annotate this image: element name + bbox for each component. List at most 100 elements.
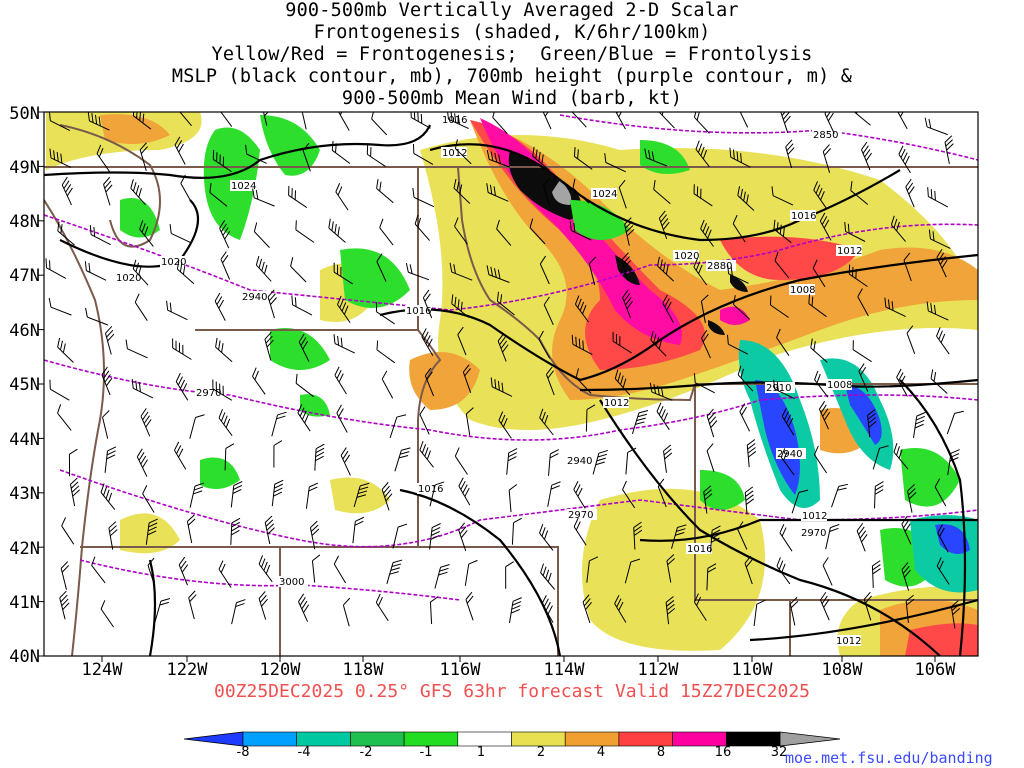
wind-barb [245, 144, 267, 164]
wind-barb [771, 186, 794, 206]
wind-barb [905, 178, 915, 208]
height-label: 2940 [777, 449, 802, 460]
wind-barb [214, 292, 226, 321]
wind-barb [91, 556, 106, 584]
wind-barb [850, 181, 869, 205]
mslp-label: 1024 [592, 189, 617, 200]
wind-barb [366, 144, 386, 168]
credit-link[interactable]: moe.met.fsu.edu/banding [785, 749, 993, 767]
wind-barb [657, 256, 675, 282]
wind-barb [333, 334, 356, 354]
wind-barb [901, 516, 912, 545]
wind-barb [132, 259, 149, 286]
wind-barb [791, 489, 809, 514]
wind-barbs [45, 112, 964, 629]
mslp-contour-labels: 1016 1012 1024 1024 1016 1020 1020 1020 … [115, 114, 862, 647]
wind-barb [231, 599, 246, 625]
wind-barb [701, 330, 711, 359]
wind-barb [621, 252, 631, 282]
wind-barb [946, 410, 964, 435]
mslp-label: 1008 [790, 285, 815, 296]
wind-barb [727, 264, 749, 284]
wind-barb [913, 411, 926, 438]
wind-barb [604, 153, 627, 173]
wind-barb [84, 261, 107, 281]
wind-barb [379, 218, 394, 246]
wind-barb [180, 174, 193, 203]
height-label: 2970 [196, 388, 221, 399]
mslp-label: 1020 [116, 273, 141, 284]
wind-barb [108, 521, 118, 550]
wind-barb [271, 411, 287, 437]
wind-barb [219, 220, 231, 249]
wind-barb [727, 334, 749, 355]
wind-barb [375, 593, 389, 622]
wind-barb [100, 483, 116, 510]
wind-barb [295, 373, 314, 398]
wind-barb [822, 557, 833, 586]
mslp-label: 1012 [837, 246, 862, 257]
wind-barb [48, 297, 72, 316]
wind-barb [924, 117, 948, 136]
mslp-label: 1008 [827, 380, 852, 391]
wind-barb [614, 112, 626, 130]
wind-barb [649, 382, 673, 401]
wind-barb [622, 480, 636, 509]
wind-barb [729, 147, 751, 168]
wind-barb [706, 408, 718, 438]
wind-barb [781, 407, 795, 436]
wind-barb [822, 144, 831, 173]
wind-barb [693, 112, 710, 134]
colorbar-label: -1 [419, 745, 433, 760]
lat-label: 45N [9, 375, 40, 395]
wind-barb [548, 449, 559, 476]
lat-label: 49N [9, 158, 40, 178]
wind-barb [937, 524, 949, 553]
wind-barb [650, 331, 667, 357]
colorbar-cell [457, 731, 512, 747]
wind-barb [844, 221, 866, 242]
colorbar-low-arrow [183, 731, 244, 747]
lon-label: 110W [731, 660, 773, 680]
wind-barb [61, 176, 73, 206]
lon-label: 120W [259, 660, 301, 680]
wind-barb [49, 379, 70, 401]
wind-barb [928, 229, 951, 249]
lon-label: 108W [821, 660, 863, 680]
wind-barb [405, 262, 430, 281]
wind-barb [386, 559, 403, 584]
wind-barb [331, 140, 351, 164]
wind-barb [856, 522, 868, 552]
colorbar-cell [725, 731, 781, 747]
wind-barb [176, 259, 195, 285]
wind-barb [540, 563, 556, 590]
lat-label: 50N [9, 104, 40, 124]
frontogenesis-shading [46, 112, 978, 656]
wind-barb [142, 485, 155, 513]
height-contour-labels: 2850 2880 2940 2970 2910 2940 2940 2970 … [195, 129, 842, 588]
wind-barb [653, 180, 671, 205]
wind-barb [340, 447, 351, 476]
colorbar-label: -2 [359, 745, 373, 760]
wind-barb [412, 187, 435, 208]
wind-barb [825, 523, 840, 550]
wind-barb [831, 483, 849, 508]
wind-barb [334, 366, 347, 395]
wind-barb [867, 409, 877, 438]
wind-barb [820, 591, 830, 621]
wind-barb [333, 555, 347, 584]
lat-label: 44N [9, 430, 40, 450]
wind-barb [174, 136, 186, 165]
wind-barb [421, 328, 434, 357]
lon-label: 114W [543, 660, 585, 680]
wind-barb [220, 251, 231, 280]
wind-barb [574, 295, 589, 323]
wind-barb [336, 404, 348, 433]
wind-barb [298, 333, 310, 362]
wind-barb [465, 591, 474, 621]
lat-label: 41N [9, 593, 40, 613]
wind-barb [465, 407, 474, 436]
wind-barb [884, 297, 906, 318]
wind-barb [458, 522, 468, 552]
wind-barb [739, 403, 751, 432]
